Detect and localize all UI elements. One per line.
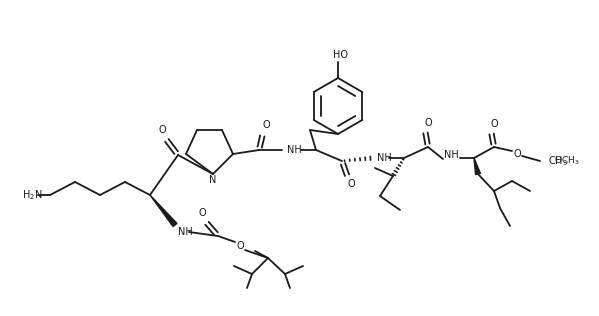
Text: O: O [158, 125, 166, 135]
Text: NH: NH [444, 150, 458, 160]
Text: O: O [198, 208, 206, 218]
Text: NH: NH [377, 153, 392, 163]
Text: O: O [424, 118, 432, 128]
Text: NH: NH [178, 227, 193, 237]
Text: N: N [209, 175, 217, 185]
Text: H$_2$N: H$_2$N [22, 188, 43, 202]
Text: OCH$_3$: OCH$_3$ [554, 155, 580, 167]
Polygon shape [150, 195, 177, 227]
Polygon shape [474, 158, 480, 175]
Text: O: O [490, 119, 498, 129]
Text: O: O [236, 241, 244, 251]
Text: O: O [262, 120, 270, 130]
Text: O: O [347, 179, 355, 189]
Text: CH$_3$: CH$_3$ [548, 154, 568, 168]
Text: NH: NH [287, 145, 302, 155]
Text: HO: HO [334, 50, 349, 60]
Text: O: O [513, 149, 521, 159]
